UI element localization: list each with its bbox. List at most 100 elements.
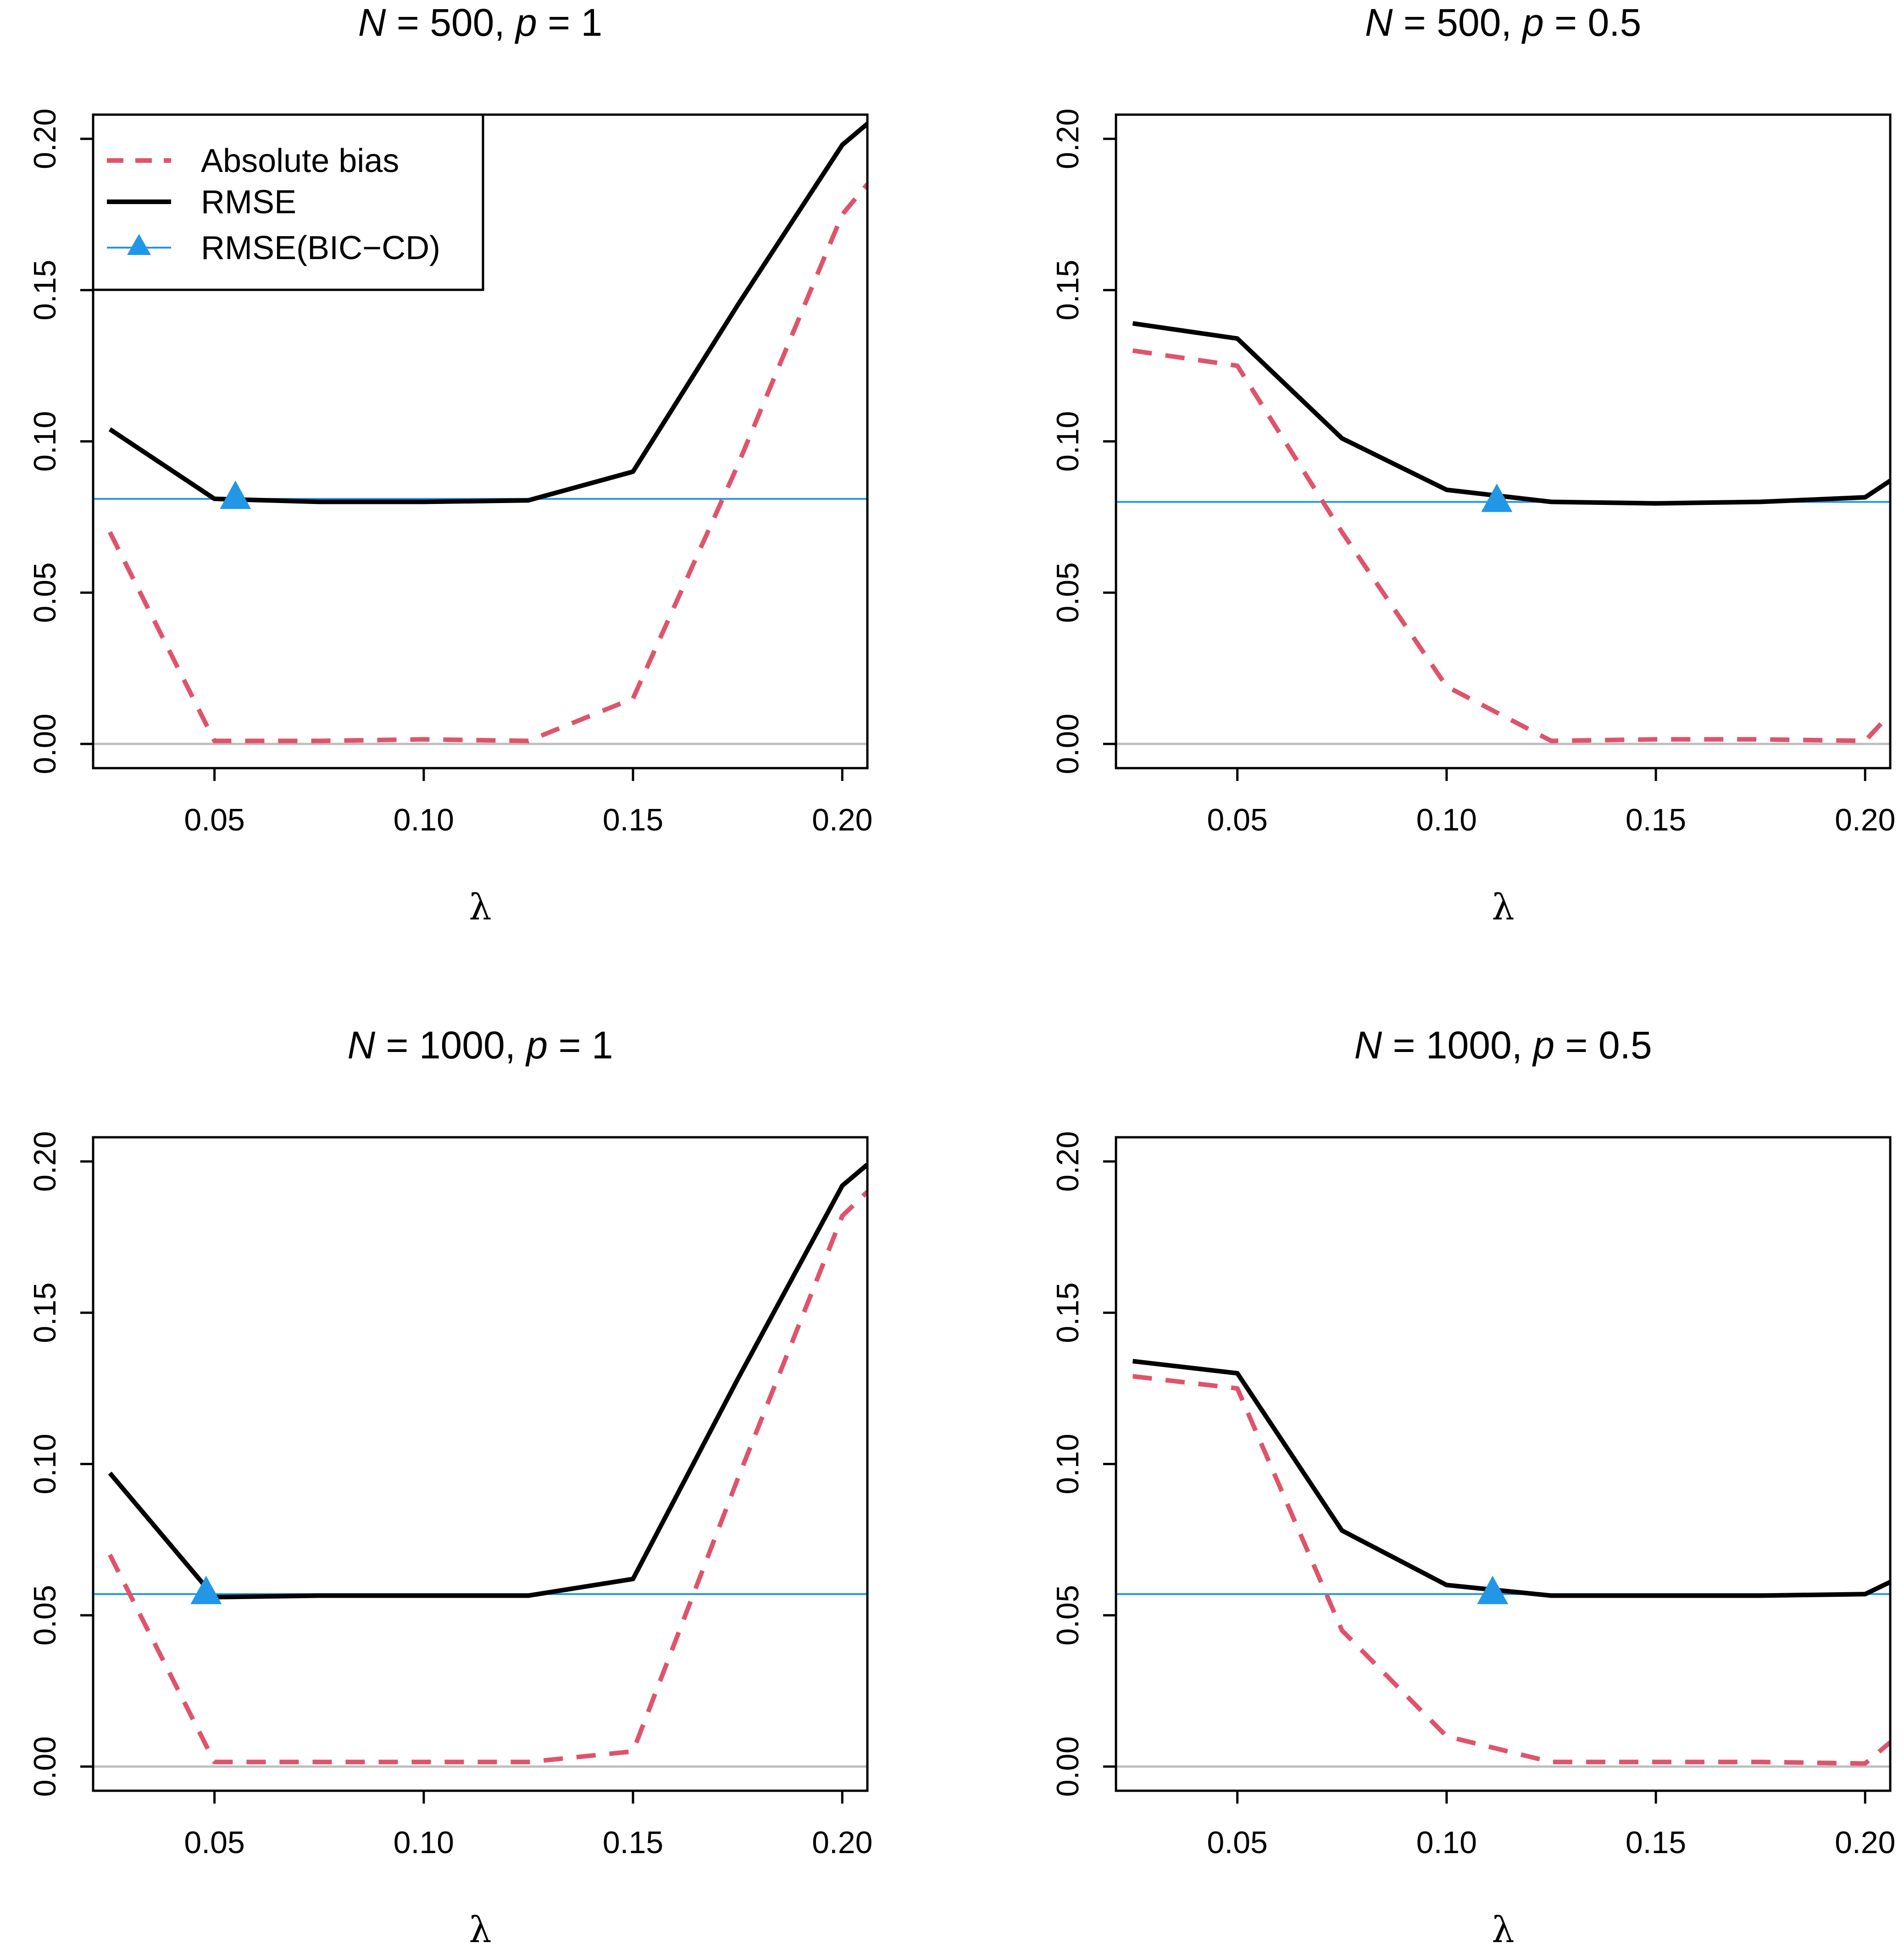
legend-label: Absolute bias xyxy=(201,143,399,179)
y-tick-label: 0.05 xyxy=(28,1585,62,1645)
title-text: = xyxy=(386,1,430,44)
panel-title: N = 1000, p = 1 xyxy=(347,1024,613,1067)
title-text: 1000 xyxy=(1426,1024,1512,1067)
x-tick-label: 0.20 xyxy=(812,1825,872,1860)
title-text: = xyxy=(548,1024,592,1067)
plot-frame xyxy=(1115,113,1892,769)
marker-rmse-bic-cd xyxy=(220,480,251,509)
panel-title: N = 500, p = 0.5 xyxy=(1365,1,1641,44)
y-tick-label: 0.00 xyxy=(1050,714,1085,774)
marker-rmse-bic-cd xyxy=(1477,1576,1509,1605)
title-text: 1 xyxy=(581,1,602,44)
x-tick-label: 0.20 xyxy=(1835,803,1895,837)
chart-panel-2: 0.05 0.10 0.15 0.20 0.00 0.05 0.10 0.15 0.20 λ N =… xyxy=(1050,1,1895,928)
title-text: 500 xyxy=(1437,1,1501,44)
chart-panel-3: 0.05 0.10 0.15 0.20 0.00 0.05 0.10 0.15 0.20 λ N =… xyxy=(28,1024,872,1951)
title-text: , xyxy=(1512,1024,1533,1067)
title-text: = xyxy=(375,1024,419,1067)
plot-area xyxy=(1116,321,1890,745)
y-tick-label: 0.05 xyxy=(28,562,62,623)
y-tick-label: 0.00 xyxy=(28,714,62,774)
y-tick-label: 0.15 xyxy=(28,260,62,320)
series-line-absolute-bias xyxy=(108,1190,867,1765)
y-tick-label: 0.15 xyxy=(1050,1282,1085,1343)
x-axis-label: λ xyxy=(469,1910,491,1951)
title-text: , xyxy=(494,1,516,44)
panel-title: N = 1000, p = 0.5 xyxy=(1354,1024,1652,1067)
title-text: = xyxy=(537,1,581,44)
y-tick-label: 0.15 xyxy=(1050,260,1085,320)
x-tick-label: 0.15 xyxy=(1626,1825,1686,1860)
x-axis-label: λ xyxy=(1492,887,1514,928)
x-axis-label: λ xyxy=(1492,1910,1514,1951)
plot-frame xyxy=(1115,1136,1892,1792)
x-axis-label: λ xyxy=(469,887,491,928)
marker-rmse-bic-cd xyxy=(1481,483,1513,512)
chart-panel-1: 0.05 0.10 0.15 0.20 0.00 0.05 0.10 0.15 0.20 λ N =… xyxy=(28,1,872,928)
x-tick-label: 0.05 xyxy=(184,803,244,837)
x-tick-label: 0.05 xyxy=(1207,1825,1267,1860)
title-text: 0.5 xyxy=(1588,1,1641,44)
x-tick-label: 0.15 xyxy=(603,1825,663,1860)
x-tick-label: 0.10 xyxy=(394,803,454,837)
title-symbol: N xyxy=(1354,1024,1382,1067)
y-tick-label: 0.10 xyxy=(28,411,62,471)
y-tick-label: 0.10 xyxy=(28,1434,62,1494)
legend-label: RMSE xyxy=(201,184,296,221)
title-text: = xyxy=(1544,1,1588,44)
series-line-rmse xyxy=(1132,1359,1890,1598)
marker-rmse-bic-cd xyxy=(190,1576,222,1605)
y-tick-label: 0.00 xyxy=(1050,1736,1085,1797)
title-symbol: p xyxy=(514,1,537,44)
x-tick-label: 0.20 xyxy=(1835,1825,1895,1860)
title-text: = xyxy=(1382,1024,1426,1067)
plot-area xyxy=(93,122,867,745)
y-tick-label: 0.05 xyxy=(1050,562,1085,623)
x-tick-label: 0.15 xyxy=(1626,803,1686,837)
y-tick-label: 0.05 xyxy=(1050,1585,1085,1645)
plot-area xyxy=(1116,1359,1890,1768)
series-line-rmse xyxy=(108,1162,867,1600)
x-tick-label: 0.10 xyxy=(1416,803,1477,837)
y-tick-label: 0.20 xyxy=(1050,109,1085,169)
title-symbol: N xyxy=(347,1024,375,1067)
y-tick-label: 0.10 xyxy=(1050,1434,1085,1494)
legend-label: RMSE(BIC−CD) xyxy=(201,230,440,266)
y-tick-label: 0.10 xyxy=(1050,411,1085,471)
plot-frame xyxy=(92,1136,869,1792)
title-text: 500 xyxy=(430,1,494,44)
title-symbol: p xyxy=(525,1024,548,1067)
y-tick-label: 0.15 xyxy=(28,1282,62,1343)
series-line-absolute-bias xyxy=(1132,348,1890,743)
x-tick-label: 0.20 xyxy=(812,803,872,837)
title-symbol: p xyxy=(1521,1,1544,44)
x-tick-label: 0.05 xyxy=(184,1825,244,1860)
legend: Absolute bias RMSE RMSE(BIC−CD) xyxy=(92,113,484,291)
plot-area xyxy=(93,1162,867,1768)
chart-panel-4: 0.05 0.10 0.15 0.20 0.00 0.05 0.10 0.15 0.20 λ N =… xyxy=(1050,1024,1895,1951)
y-tick-label: 0.20 xyxy=(1050,1131,1085,1192)
title-symbol: p xyxy=(1532,1024,1554,1067)
title-text: , xyxy=(505,1024,527,1067)
title-symbol: N xyxy=(358,1,386,44)
title-symbol: N xyxy=(1365,1,1393,44)
y-tick-label: 0.20 xyxy=(28,109,62,169)
x-tick-label: 0.05 xyxy=(1207,803,1267,837)
panel-title: N = 500, p = 1 xyxy=(358,1,602,44)
series-line-rmse xyxy=(1132,321,1890,506)
title-text: 0.5 xyxy=(1599,1024,1652,1067)
series-line-absolute-bias xyxy=(108,183,867,743)
y-tick-label: 0.00 xyxy=(28,1736,62,1797)
series-line-absolute-bias xyxy=(1132,1374,1890,1766)
title-text: 1000 xyxy=(419,1024,505,1067)
title-text: 1 xyxy=(592,1024,613,1067)
series-line-rmse xyxy=(108,122,867,504)
legend-marker-triangle xyxy=(127,234,151,255)
x-tick-label: 0.10 xyxy=(394,1825,454,1860)
title-text: = xyxy=(1393,1,1437,44)
x-tick-label: 0.15 xyxy=(603,803,663,837)
y-tick-label: 0.20 xyxy=(28,1131,62,1192)
title-text: , xyxy=(1501,1,1522,44)
x-tick-label: 0.10 xyxy=(1416,1825,1477,1860)
